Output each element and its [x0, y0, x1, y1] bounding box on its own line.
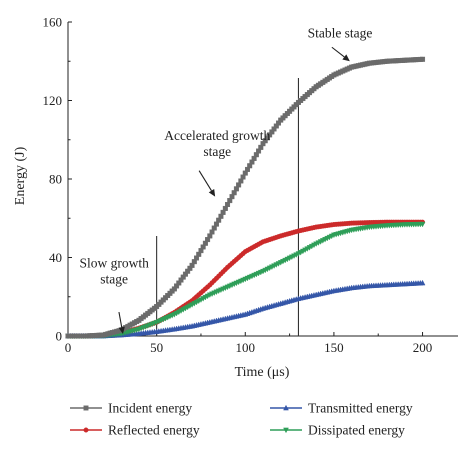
legend-label: Reflected energy	[108, 423, 200, 438]
data-point-marker	[283, 404, 289, 411]
series-line	[68, 58, 423, 337]
x-tick-label: 150	[324, 340, 344, 355]
legend-label: Dissipated energy	[308, 423, 405, 438]
annotation-text: stage	[203, 144, 231, 159]
series-incident-energy	[65, 56, 426, 339]
legend-item: Incident energy	[70, 401, 192, 416]
x-tick-label: 50	[150, 340, 163, 355]
annotation-text: Slow growth	[79, 255, 149, 270]
legend-item: Dissipated energy	[270, 423, 405, 438]
annotation-stable: Stable stage	[308, 26, 373, 62]
annotation-text: Stable stage	[308, 26, 373, 41]
annotation-arrow-head	[342, 54, 350, 62]
series	[65, 56, 426, 340]
annotation-arrow-head	[118, 326, 125, 335]
y-tick-label: 80	[49, 172, 62, 187]
legend-label: Incident energy	[108, 401, 192, 416]
annotation-arrow-shaft	[198, 170, 212, 191]
y-axis-title: Energy (J)	[13, 146, 28, 205]
x-tick-label: 0	[65, 340, 72, 355]
annotation-arrow-shaft	[331, 46, 345, 58]
data-point-marker	[283, 427, 289, 434]
annotation-text: Accelerated growth	[164, 128, 270, 143]
y-tick-label: 40	[49, 250, 62, 265]
legend-label: Transmitted energy	[308, 401, 413, 416]
legend-item: Transmitted energy	[270, 401, 413, 416]
y-tick-label: 160	[43, 15, 63, 30]
x-tick-label: 200	[413, 340, 433, 355]
annotation-arrow-shaft	[118, 311, 123, 328]
x-axis-title: Time (μs)	[235, 365, 290, 380]
annotation-arrow-head	[208, 189, 216, 197]
axes	[67, 22, 458, 337]
ticks: 0 50 100 150 200 0 40 80 120 160	[43, 15, 433, 356]
y-tick-label: 0	[56, 329, 63, 344]
data-point-marker	[419, 221, 426, 228]
data-point-marker	[83, 427, 89, 433]
data-point-marker	[83, 405, 89, 411]
series-dissipated-energy	[65, 221, 426, 340]
series-transmitted-energy	[65, 279, 426, 339]
legend-item: Reflected energy	[70, 423, 200, 438]
legend: Incident energy Transmitted energy Reflect…	[70, 401, 413, 438]
annotation-text: stage	[100, 271, 128, 286]
x-tick-label: 100	[236, 340, 256, 355]
data-point-marker	[419, 279, 426, 286]
y-tick-label: 120	[43, 93, 63, 108]
data-point-marker	[420, 56, 426, 62]
